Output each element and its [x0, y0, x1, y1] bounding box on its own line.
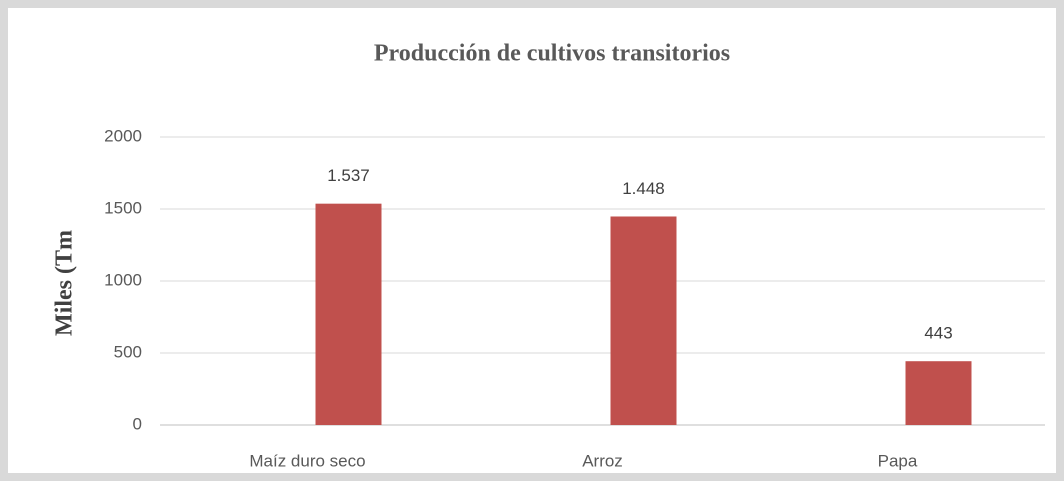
y-tick-label: 1500 — [104, 198, 142, 217]
y-axis-label: Miles (Tm — [52, 230, 78, 336]
bar — [315, 203, 382, 425]
value-label: 1.448 — [622, 179, 665, 198]
x-tick-label: Papa — [878, 451, 918, 470]
x-tick-label: Maíz duro seco — [249, 451, 365, 470]
y-tick-label: 2000 — [104, 126, 142, 145]
bar — [905, 361, 972, 425]
chart-title: Producción de cultivos transitorios — [374, 41, 730, 67]
value-label: 1.537 — [327, 166, 370, 185]
y-tick-label: 500 — [114, 342, 142, 361]
x-tick-label: Arroz — [582, 451, 623, 470]
y-tick-label: 1000 — [104, 270, 142, 289]
value-label: 443 — [924, 324, 952, 343]
y-tick-label: 0 — [133, 414, 142, 433]
bar — [610, 216, 677, 425]
